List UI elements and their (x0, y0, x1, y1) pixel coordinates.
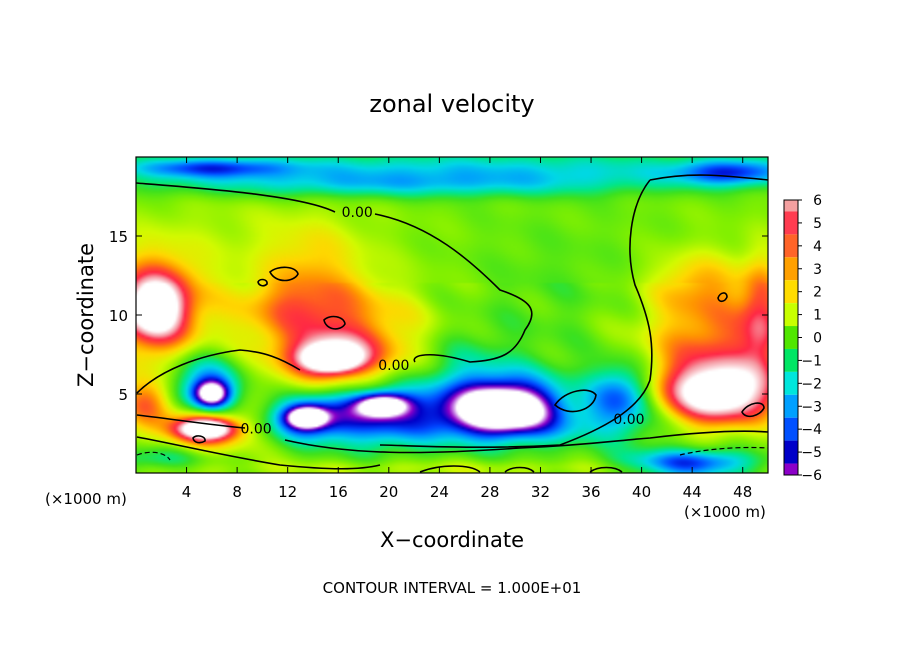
colorbar-tick-label: −4 (801, 422, 822, 438)
x-tick-label: 12 (278, 483, 297, 501)
colorbar-tick-label: −2 (801, 376, 822, 392)
closed-contour-3 (553, 389, 597, 413)
x-tick-label: 16 (329, 483, 348, 501)
zero-contour-upper (135, 174, 769, 449)
x-tick-label: 48 (733, 483, 752, 501)
colorbar-swatch (784, 348, 798, 372)
closed-contour-4 (717, 292, 728, 303)
x-tick-label: 20 (379, 483, 398, 501)
x-tick-label: 40 (632, 483, 651, 501)
colorbar-tick-label: −1 (801, 353, 822, 369)
colorbar-swatch (784, 257, 798, 281)
closed-contour-2 (323, 315, 346, 330)
velocity-field (136, 157, 768, 473)
contour-label: 0.00 (378, 358, 409, 374)
colorbar-swatch (784, 394, 798, 418)
colorbar: 6 5 4 3 2 1 0 −1 −2 −3 −4 −5 −6 (783, 193, 822, 484)
x-tick-label: 4 (182, 483, 192, 501)
y-tick-label: 15 (109, 228, 128, 246)
colorbar-swatch (784, 211, 798, 235)
colorbar-swatch (784, 303, 798, 327)
colorbar-swatch (784, 326, 798, 349)
x-unit-right: (×1000 m) (684, 503, 766, 521)
closed-contour-7 (257, 278, 268, 287)
y-axis-label: Z−coordinate (74, 243, 98, 387)
x-tick-label: 24 (430, 483, 449, 501)
colorbar-tick-label: 6 (813, 193, 822, 209)
colorbar-swatch (784, 463, 798, 475)
x-tick-label: 36 (581, 483, 600, 501)
contour-lines (135, 174, 769, 473)
colorbar-swatch (784, 280, 798, 304)
x-tick-label: 28 (480, 483, 499, 501)
contour-label: 0.00 (342, 205, 373, 221)
colorbar-tick-label: −6 (801, 468, 822, 484)
x-axis-label: X−coordinate (380, 528, 524, 552)
colorbar-tick-label: 1 (813, 308, 822, 324)
colorbar-tick-label: 2 (813, 285, 822, 301)
contour-label: 0.00 (613, 412, 644, 428)
closed-contour-6 (192, 435, 206, 444)
colorbar-tick-label: 0 (813, 331, 822, 347)
colorbar-swatch (784, 234, 798, 258)
y-tick-label: 5 (118, 386, 128, 404)
x-tick-label: 32 (531, 483, 550, 501)
colorbar-swatch (784, 200, 798, 212)
zero-contour-lower (136, 414, 769, 470)
colorbar-tick-label: 5 (813, 216, 822, 232)
y-tick-label: 10 (109, 307, 128, 325)
colorbar-swatch (784, 417, 798, 441)
contour-label: 0.00 (240, 421, 271, 437)
closed-contour-5 (741, 402, 765, 418)
colorbar-tick-label: −3 (801, 399, 822, 415)
x-unit-left: (×1000 m) (45, 490, 127, 508)
chart-title: zonal velocity (369, 90, 534, 118)
colorbar-swatch (784, 440, 798, 464)
x-axis-ticks: 4 8 12 16 20 24 28 32 36 40 44 48 (182, 157, 752, 501)
colorbar-swatch (784, 371, 798, 395)
plot-area: 0.000.000.000.00 4 8 12 16 20 24 28 32 36 40 44 48 … (109, 156, 769, 501)
x-tick-label: 8 (232, 483, 242, 501)
contour-labels: 0.00 0.00 0.00 0.00 (240, 205, 644, 437)
colorbar-tick-label: −5 (801, 445, 822, 461)
y-axis-ticks: 5 10 15 (109, 228, 768, 404)
closed-contour-bottom (419, 465, 623, 473)
contour-interval-note: CONTOUR INTERVAL = 1.000E+01 (323, 579, 582, 597)
colorbar-tick-label: 4 (813, 239, 822, 255)
closed-contour-1 (269, 266, 299, 282)
colorbar-tick-label: 3 (813, 262, 822, 278)
dashed-contour-left (136, 451, 171, 461)
x-tick-label: 44 (683, 483, 702, 501)
